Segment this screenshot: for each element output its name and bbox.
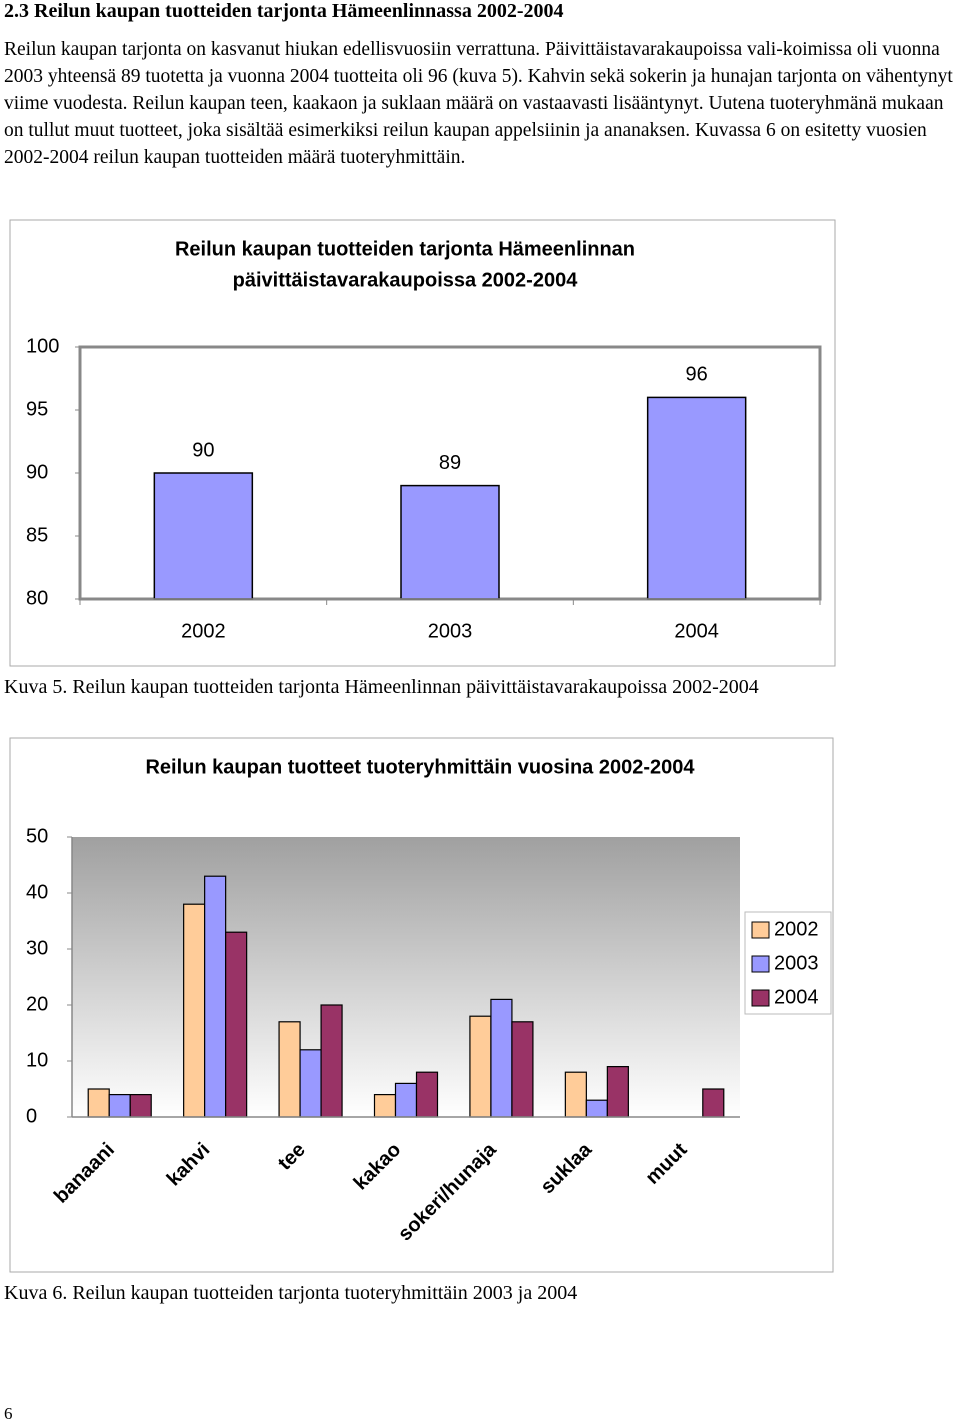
bar <box>585 1099 608 1118</box>
y-tick-label: 0 <box>26 1105 37 1127</box>
bar <box>400 484 500 600</box>
bar <box>129 1093 152 1118</box>
y-tick-label: 20 <box>26 993 48 1015</box>
legend-swatch <box>751 955 770 973</box>
data-label: 96 <box>686 364 708 386</box>
chart-title: Reilun kaupan tuotteiden tarjonta Hämeen… <box>175 238 635 260</box>
bar <box>469 1015 492 1118</box>
bar <box>564 1071 587 1118</box>
y-tick-label: 90 <box>26 461 48 483</box>
bar <box>415 1071 439 1118</box>
figure-caption: Kuva 5. Reilun kaupan tuotteiden tarjont… <box>4 676 759 698</box>
bar <box>702 1088 725 1118</box>
legend-label: 2004 <box>774 986 819 1008</box>
x-tick-label: 2003 <box>428 620 473 642</box>
bar <box>183 903 206 1118</box>
bar <box>278 1021 301 1118</box>
bar <box>490 998 513 1118</box>
paragraph: Reilun kaupan tarjonta on kasvanut hiuka… <box>4 39 953 168</box>
page-number: 6 <box>4 1404 13 1423</box>
figure-caption: Kuva 6. Reilun kaupan tuotteiden tarjont… <box>4 1282 578 1304</box>
y-tick-label: 10 <box>26 1049 48 1071</box>
bar <box>394 1082 418 1118</box>
chart-title: Reilun kaupan tuotteet tuoteryhmittäin v… <box>145 756 695 778</box>
y-tick-label: 100 <box>26 335 59 357</box>
bar <box>606 1065 629 1118</box>
legend-label: 2003 <box>774 952 819 974</box>
x-tick-label: 2002 <box>181 620 226 642</box>
y-tick-label: 30 <box>26 937 48 959</box>
bar <box>320 1004 343 1118</box>
section-heading: 2.3 Reilun kaupan tuotteiden tarjonta Hä… <box>4 0 564 22</box>
legend-swatch <box>751 989 770 1007</box>
bar <box>299 1049 322 1118</box>
y-tick-label: 95 <box>26 398 48 420</box>
bar <box>646 396 747 600</box>
bar <box>204 875 227 1118</box>
bar <box>373 1093 397 1118</box>
y-tick-label: 50 <box>26 825 48 847</box>
data-label: 89 <box>439 452 461 474</box>
x-tick-label: 2004 <box>674 620 719 642</box>
bar <box>87 1088 110 1118</box>
legend-swatch <box>751 921 770 939</box>
y-tick-label: 85 <box>26 524 48 546</box>
y-tick-label: 40 <box>26 881 48 903</box>
plot-area <box>72 837 740 1117</box>
chart-title: päivittäistavarakaupoissa 2002-2004 <box>233 269 579 291</box>
data-label: 90 <box>192 439 214 461</box>
bar <box>153 472 254 600</box>
bar <box>225 931 248 1118</box>
bar <box>108 1093 131 1118</box>
y-tick-label: 80 <box>26 587 48 609</box>
legend-label: 2002 <box>774 918 819 940</box>
bar <box>511 1021 534 1118</box>
